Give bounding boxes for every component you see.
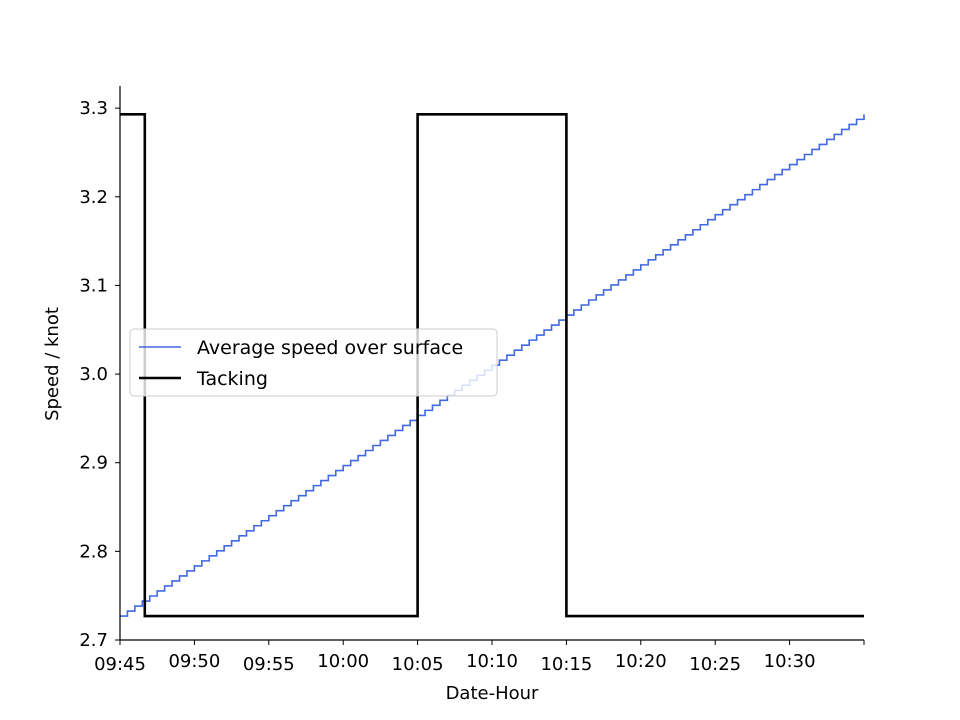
- y-ticks: 2.7 2.8 2.9 3.0 3.1 3.2 3.3: [79, 98, 120, 651]
- legend: Average speed over surface Tacking: [129, 328, 498, 397]
- x-tick-label: 10:20: [615, 651, 667, 672]
- y-tick-label: 2.8: [79, 541, 108, 562]
- y-tick-label: 3.1: [79, 275, 108, 296]
- x-axis-label: Date-Hour: [446, 683, 539, 704]
- x-tick-label: 10:15: [540, 654, 592, 675]
- x-tick-label: 10:00: [317, 651, 369, 672]
- y-tick-label: 3.0: [79, 364, 108, 385]
- y-tick-label: 2.7: [79, 630, 108, 651]
- x-tick-label: 09:50: [168, 651, 220, 672]
- x-tick-label: 09:45: [94, 654, 146, 675]
- y-tick-label: 3.2: [79, 187, 108, 208]
- x-tick-label: 10:10: [466, 651, 518, 672]
- x-ticks: 09:45 09:50 09:55 10:00 10:05 10:10 10:15 10:20…: [94, 640, 865, 675]
- y-tick-label: 2.9: [79, 453, 108, 474]
- y-tick-label: 3.3: [79, 98, 108, 119]
- legend-label-tacking: Tacking: [196, 368, 268, 390]
- legend-frame: [129, 328, 498, 397]
- y-axis-label: Speed / knot: [42, 307, 63, 421]
- x-tick-label: 09:55: [243, 654, 295, 675]
- x-tick-label: 10:30: [764, 651, 816, 672]
- x-tick-label: 10:05: [392, 654, 444, 675]
- legend-label-average-speed: Average speed over surface: [197, 337, 463, 359]
- x-tick-label: 10:25: [689, 654, 741, 675]
